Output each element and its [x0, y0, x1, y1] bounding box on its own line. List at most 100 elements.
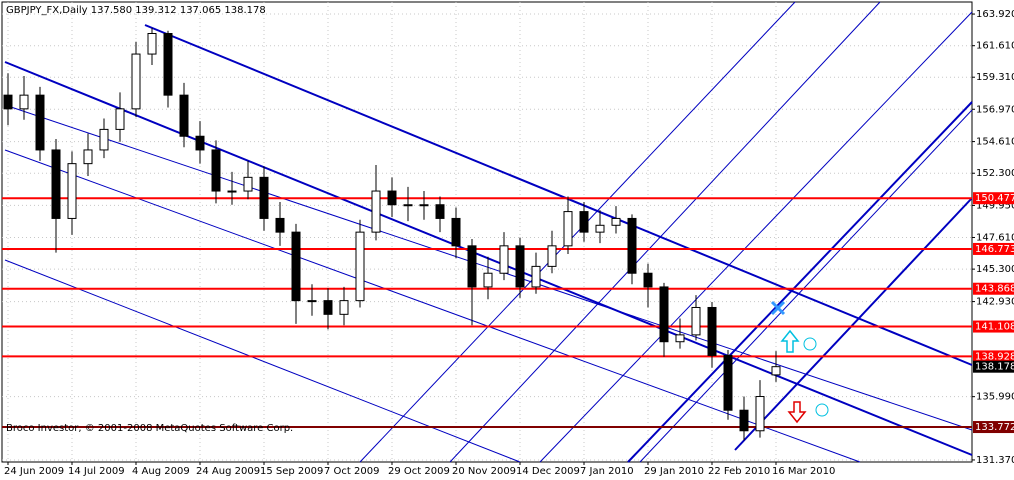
down-arrow	[787, 401, 807, 424]
candle-body	[83, 149, 93, 165]
candle-body	[643, 272, 653, 288]
last-price-box	[973, 360, 1014, 373]
candle-body	[595, 224, 605, 233]
candle-body	[147, 33, 157, 55]
levels	[2, 197, 972, 429]
x-tick-label: 24 Jun 2009	[4, 466, 64, 477]
candle-body	[259, 176, 269, 219]
channel-line	[539, 11, 973, 463]
level-label: 150.477	[975, 193, 1014, 204]
x-tick-label: 14 Dec 2009	[516, 466, 580, 477]
level-label: 143.868	[975, 284, 1014, 295]
footer: Broco Investor, © 2001-2008 MetaQuotes S…	[6, 423, 293, 434]
x-tick-label: 24 Aug 2009	[196, 466, 260, 477]
candle-body	[419, 204, 429, 207]
level-label: 133.772	[975, 422, 1014, 433]
candle-body	[483, 272, 493, 288]
candle-body	[755, 396, 765, 432]
candle-body	[467, 245, 477, 288]
level-label-box	[973, 242, 1014, 255]
candle-body	[403, 204, 413, 207]
x-tick-label: 15 Sep 2009	[260, 466, 323, 477]
y-tick-label: 156.970	[976, 104, 1014, 115]
candle-body	[547, 245, 557, 267]
plot-frame	[1, 1, 973, 463]
candle-body	[195, 135, 205, 151]
candle-body	[675, 334, 685, 343]
candle-body	[627, 217, 637, 274]
channel-line	[734, 197, 973, 451]
candle-body	[355, 231, 365, 302]
y-tick-label: 149.950	[976, 200, 1014, 211]
chart-title: GBPJPY_FX,Daily 137.580 139.312 137.065 …	[6, 5, 266, 16]
candle-body	[739, 409, 749, 432]
candle-body	[579, 211, 589, 233]
level-label-box	[973, 421, 1014, 434]
candle-body	[275, 217, 285, 233]
x-tick-label: 29 Jan 2010	[644, 466, 704, 477]
candle-body	[723, 354, 733, 411]
channel-line	[359, 1, 796, 463]
y-tick-label: 145.300	[976, 264, 1014, 275]
level-label: 146.773	[975, 244, 1014, 255]
level-label-box	[973, 192, 1014, 205]
candle-body	[35, 94, 45, 151]
candle-body	[531, 265, 541, 288]
x-tick-label: 4 Aug 2009	[132, 466, 190, 477]
candle-body	[339, 300, 349, 315]
candle-body	[707, 306, 717, 356]
candle-body	[387, 190, 397, 206]
level-label: 138.928	[975, 351, 1014, 362]
thumb-icon	[815, 403, 829, 417]
candle-body	[243, 176, 253, 192]
candle-body	[659, 286, 669, 343]
y-tick-label: 154.610	[976, 137, 1014, 148]
x-tick-label: 20 Nov 2009	[452, 466, 516, 477]
x-tick-label: 16 Mar 2010	[772, 466, 835, 477]
markers	[770, 300, 829, 424]
candle-body	[323, 300, 333, 315]
y-tick-label: 163.920	[976, 9, 1014, 20]
x-tick-label: 14 Jul 2009	[68, 466, 125, 477]
level-label-box	[973, 350, 1014, 363]
y-tick-label: 152.300	[976, 168, 1014, 179]
candle-body	[115, 108, 125, 130]
candle-body	[499, 245, 509, 274]
candles	[3, 28, 781, 441]
candle-body	[611, 217, 621, 226]
channel-line	[449, 1, 881, 463]
candle-body	[3, 94, 13, 110]
channel-line	[4, 259, 521, 463]
up-arrow	[780, 329, 800, 353]
y-tick-label: 161.610	[976, 41, 1014, 52]
candle-body	[227, 190, 237, 193]
channel-line	[4, 149, 861, 463]
last-price-label: 138.178	[975, 362, 1014, 373]
channel-line	[627, 101, 973, 463]
y-tick-label: 131.370	[976, 455, 1014, 466]
candle-body	[131, 53, 141, 110]
x-tick-label: 7 Jan 2010	[580, 466, 634, 477]
candle-body	[51, 149, 61, 219]
candle-body	[771, 366, 781, 376]
channel-line	[639, 109, 973, 463]
candle-body	[211, 149, 221, 192]
axes: 163.920 161.610 159.310 156.970 154.610 152.3…	[4, 9, 1014, 477]
x-tick-label: 29 Oct 2009	[388, 466, 450, 477]
x-tick-label: 7 Oct 2009	[324, 466, 379, 477]
candle-body	[371, 190, 381, 233]
y-tick-label: 142.930	[976, 297, 1014, 308]
level-label: 141.108	[975, 322, 1014, 333]
x-tick-label: 22 Feb 2010	[708, 466, 770, 477]
y-tick-label: 135.990	[976, 392, 1014, 403]
grid	[2, 2, 972, 462]
candle-body	[435, 204, 445, 219]
candle-body	[179, 94, 189, 137]
candle-body	[19, 94, 29, 110]
candle-body	[99, 128, 109, 151]
candle-body	[163, 33, 173, 96]
cross-marker	[770, 300, 786, 316]
candle-body	[67, 163, 77, 219]
